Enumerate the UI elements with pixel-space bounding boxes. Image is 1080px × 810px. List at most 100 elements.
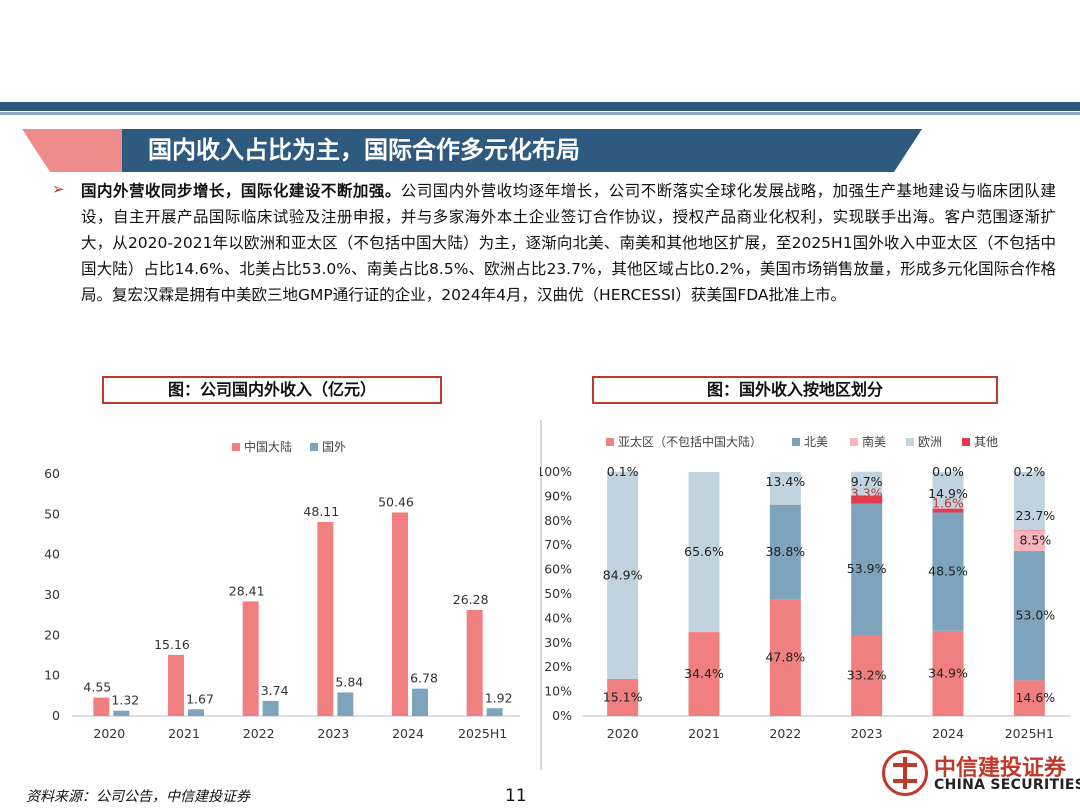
paragraph-body: 公司国内外营收均逐年增长，公司不断落实全球化发展战略，加强生产基地建设与临床团队… [81,182,1056,304]
legend-label-1: 国外 [322,440,346,454]
y-tick-label: 40% [544,610,572,625]
data-label: 5.84 [335,674,363,689]
x-tick-label: 2020 [607,726,639,741]
bar-mainland [242,601,259,716]
legend-swatch-3 [906,438,914,446]
data-label: 65.6% [684,544,724,559]
bar-mainland [466,610,483,716]
y-tick-label: 80% [544,513,572,528]
data-label: 47.8% [765,650,805,665]
x-tick-label: 2025H1 [458,726,507,741]
data-label: 33.2% [847,667,887,682]
stack-segment [769,472,801,505]
chart1-title: 图：公司国内外收入（亿元） [102,376,442,404]
legend-swatch-1 [792,438,800,446]
bar-overseas [262,700,279,716]
data-label: 53.0% [1015,608,1055,623]
stack-segment [607,471,639,679]
data-label: 0.1% [607,464,639,479]
y-tick-label: 50% [544,586,572,601]
bar-overseas [486,708,503,716]
x-tick-label: 2024 [392,726,424,741]
legend-swatch-2 [850,438,858,446]
y-tick-label: 90% [544,488,572,503]
x-tick-label: 2023 [317,726,349,741]
stack-segment [1013,530,1045,552]
y-tick-label: 30% [544,635,572,650]
y-tick-label: 0 [52,708,60,723]
source-note: 资料来源：公司公告，中信建投证券 [26,789,250,805]
data-label: 1.92 [485,690,513,705]
y-tick-label: 20% [544,659,572,674]
top-accent-bar [0,102,1080,111]
page-number: 11 [505,786,527,806]
stack-segment [851,471,883,496]
y-tick-label: 30 [44,587,60,602]
overseas-revenue-by-region-chart: 亚太区（不包括中国大陆） 北美 南美 欧洲 其他 0% 10% 20% 30% 40% 50% 60%… [540,434,1070,741]
data-label: 6.78 [410,671,438,686]
y-tick-label: 60% [544,562,572,577]
stack-segment [1013,551,1045,681]
data-label: 1.6% [932,496,964,511]
chart2-title: 图：国外收入按地区划分 [592,376,998,404]
data-label: 23.7% [1015,508,1055,523]
legend-label-1: 北美 [804,435,828,449]
legend-swatch-4 [962,438,970,446]
legend-label-0: 亚太区（不包括中国大陆） [618,434,762,449]
top-accent-bar-thin [0,112,1080,115]
bar-mainland [317,521,334,716]
legend-swatch-0 [606,438,614,446]
stack-segment [1013,680,1045,716]
data-label: 9.7% [851,474,883,489]
data-label: 15.16 [154,637,190,652]
stack-segment [1013,472,1045,530]
y-tick-label: 10% [544,684,572,699]
x-tick-label: 2025H1 [1005,726,1054,741]
bar-overseas [188,709,204,716]
domestic-overseas-revenue-chart: 中国大陆 国外 0 10 20 30 40 50 60 2020 4.551.32 2021 15.16… [44,439,520,741]
data-label: 1.32 [111,693,139,708]
data-label: 48.5% [928,564,968,579]
y-tick-label: 0% [552,708,572,723]
bar-overseas [113,710,130,716]
stack-segment [932,508,964,513]
bar-mainland [93,697,110,716]
bar-overseas [337,692,354,716]
legend-label-3: 欧洲 [918,435,942,449]
y-tick-label: 100% [540,464,572,479]
data-label: 38.8% [765,544,805,559]
data-label: 53.9% [847,561,887,576]
stack-segment [932,512,964,631]
arrow-bullet-icon: ➢ [52,180,65,198]
x-tick-label: 2020 [93,726,125,741]
summary-paragraph: 国内外营收同步增长，国际化建设不断加强。公司国内外营收均逐年增长，公司不断落实全… [81,178,1056,308]
legend-swatch-0 [232,443,240,451]
data-label: 3.3% [851,485,883,500]
data-label: 14.9% [928,486,968,501]
data-label: 50.46 [378,494,414,509]
stack-segment [851,495,883,504]
stack-segment [851,503,883,635]
x-tick-label: 2024 [932,726,964,741]
slide-title: 国内收入占比为主，国际合作多元化布局 [148,136,580,164]
data-label: 84.9% [603,567,643,582]
logo-name-en: CHINA SECURITIES [934,777,1080,793]
data-label: 48.11 [303,504,339,519]
x-tick-label: 2021 [688,726,720,741]
data-label: 0.0% [932,464,964,479]
data-label: 26.28 [453,592,489,607]
x-tick-label: 2022 [243,726,275,741]
data-label: 14.6% [1015,690,1055,705]
y-tick-label: 40 [44,547,60,562]
bar-overseas [412,688,428,716]
bar-mainland [392,512,408,716]
data-label: 4.55 [83,680,111,695]
data-label: 8.5% [1019,533,1051,548]
stack-segment [851,634,883,716]
data-label: 28.41 [229,583,265,598]
data-label: 1.67 [186,691,214,706]
legend-label-2: 南美 [862,434,886,449]
company-logo-icon [882,750,928,796]
stack-segment [688,632,720,716]
stack-segment [688,472,720,633]
